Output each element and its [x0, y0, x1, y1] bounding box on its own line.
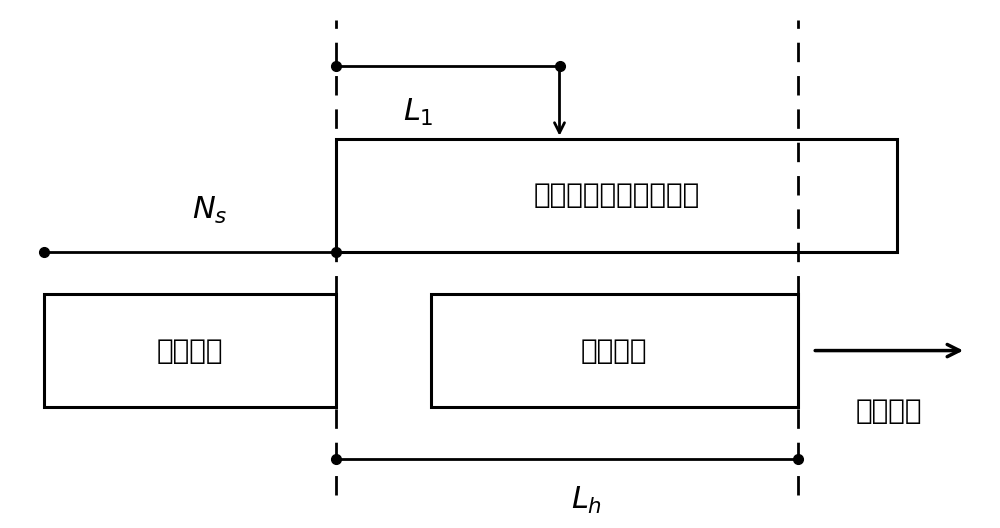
Bar	[431, 294, 798, 408]
Bar	[336, 138, 897, 252]
Text: 包含自干扰的模拟信号: 包含自干扰的模拟信号	[533, 182, 700, 210]
Text: $L_1$: $L_1$	[403, 97, 433, 128]
Text: $N_s$: $N_s$	[192, 195, 228, 227]
Text: 滑动方向: 滑动方向	[856, 397, 922, 425]
Text: 本地序列: 本地序列	[581, 336, 647, 364]
Text: 本地序列: 本地序列	[157, 336, 223, 364]
Text: $L_h$: $L_h$	[571, 485, 602, 516]
Bar	[44, 294, 336, 408]
